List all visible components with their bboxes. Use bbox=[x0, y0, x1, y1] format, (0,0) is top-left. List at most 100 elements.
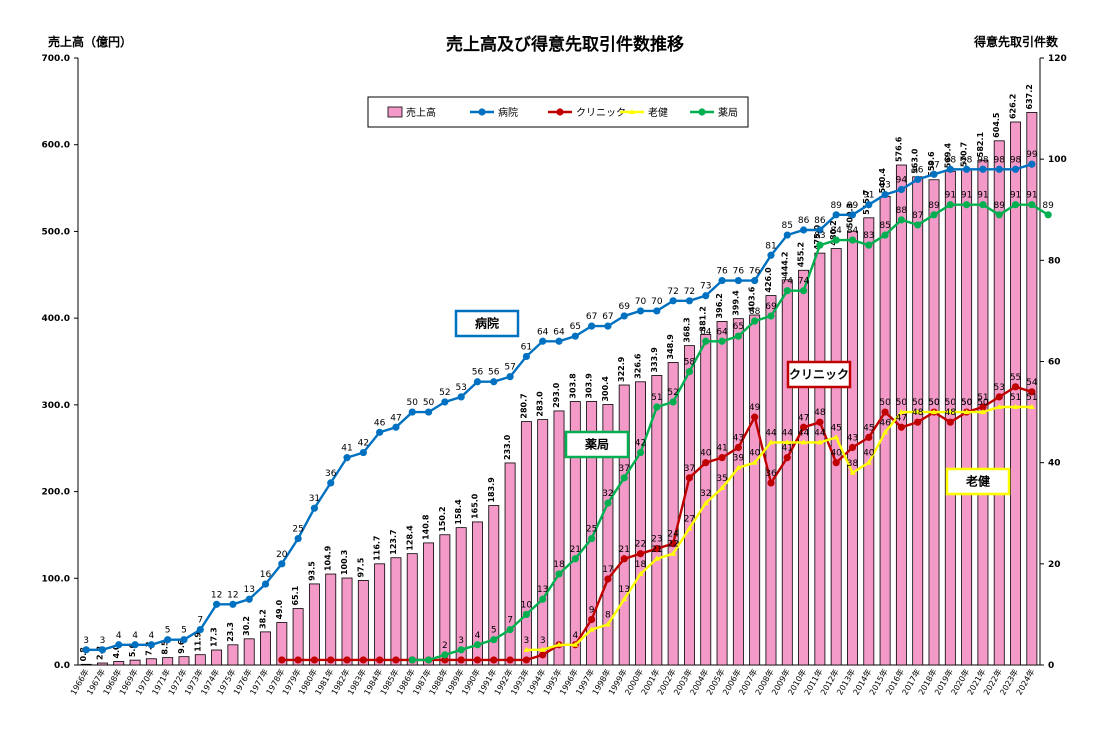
point-label-薬局: 2 bbox=[442, 641, 448, 651]
bar-sales bbox=[390, 557, 402, 666]
marker-薬局 bbox=[848, 236, 857, 244]
point-label-薬局: 32 bbox=[602, 489, 613, 499]
point-label-老健: 18 bbox=[635, 560, 647, 570]
point-label-薬局: 89 bbox=[994, 201, 1006, 211]
bar-sales bbox=[292, 608, 304, 666]
point-label-老健: 44 bbox=[782, 428, 794, 438]
legend-marker bbox=[556, 108, 564, 116]
bar-sales bbox=[749, 314, 761, 666]
point-label-薬局: 74 bbox=[782, 277, 794, 287]
point-label-病院: 85 bbox=[782, 221, 793, 231]
point-label-病院: 7 bbox=[197, 616, 203, 626]
marker-老健 bbox=[767, 439, 774, 445]
marker-薬局 bbox=[457, 646, 465, 654]
marker-老健 bbox=[556, 641, 562, 647]
marker-クリニック bbox=[946, 418, 954, 426]
bar-sales bbox=[211, 649, 223, 666]
point-label-病院: 94 bbox=[896, 176, 908, 186]
marker-クリニック bbox=[783, 454, 791, 462]
marker-病院 bbox=[539, 337, 547, 345]
marker-病院 bbox=[636, 307, 645, 315]
marker-老健 bbox=[849, 469, 856, 475]
bar-value-label: 11.9 bbox=[193, 632, 202, 652]
marker-老健 bbox=[979, 409, 986, 415]
point-label-老健: 50 bbox=[977, 398, 989, 408]
marker-クリニック bbox=[1011, 383, 1020, 391]
chart-title: 売上高及び得意先取引件数推移 bbox=[446, 34, 684, 55]
point-label-薬局: 91 bbox=[961, 191, 972, 201]
marker-クリニック bbox=[979, 403, 987, 411]
callout-box bbox=[945, 467, 1011, 496]
marker-老健 bbox=[1028, 404, 1035, 410]
marker-病院 bbox=[376, 428, 384, 436]
point-label-薬局: 74 bbox=[798, 277, 810, 287]
marker-薬局 bbox=[897, 216, 906, 224]
marker-病院 bbox=[799, 226, 808, 234]
marker-老健 bbox=[572, 641, 579, 647]
marker-クリニック bbox=[734, 443, 742, 452]
bar-sales bbox=[798, 269, 810, 666]
marker-薬局 bbox=[490, 636, 498, 644]
bar-value-label: 293.0 bbox=[552, 382, 561, 408]
right-tick-label: 0 bbox=[1048, 661, 1054, 671]
point-label-病院: 81 bbox=[765, 241, 776, 251]
bar-value-label: 8.5 bbox=[161, 640, 170, 655]
marker-老健 bbox=[621, 596, 628, 602]
point-label-薬局: 69 bbox=[765, 302, 777, 312]
marker-クリニック bbox=[751, 413, 759, 421]
marker-老健 bbox=[523, 646, 530, 652]
point-label-病院: 3 bbox=[83, 636, 89, 646]
marker-薬局 bbox=[685, 368, 694, 376]
bar-sales bbox=[651, 375, 663, 666]
marker-病院 bbox=[473, 378, 482, 386]
point-label-病院: 20 bbox=[276, 550, 288, 560]
bar-sales bbox=[993, 140, 1005, 666]
bar-value-label: 444.2 bbox=[780, 252, 789, 277]
marker-老健 bbox=[996, 404, 1003, 410]
marker-老健 bbox=[735, 464, 742, 470]
point-label-病院: 64 bbox=[537, 327, 549, 337]
marker-クリニック bbox=[816, 418, 824, 426]
bar-value-label: 399.4 bbox=[731, 290, 740, 316]
marker-薬局 bbox=[816, 241, 824, 249]
point-label-老健: 40 bbox=[863, 449, 875, 459]
point-label-老健: 50 bbox=[961, 398, 973, 408]
marker-病院 bbox=[408, 408, 416, 416]
bar-sales bbox=[406, 553, 418, 666]
point-label-病院: 12 bbox=[211, 590, 222, 600]
point-label-病院: 97 bbox=[928, 160, 939, 170]
bar-value-label: 233.0 bbox=[503, 434, 512, 460]
point-label-クリニック: 37 bbox=[684, 464, 695, 474]
marker-病院 bbox=[555, 337, 563, 345]
point-label-病院: 25 bbox=[292, 525, 303, 535]
point-label-病院: 86 bbox=[814, 216, 826, 226]
point-label-薬局: 7 bbox=[507, 616, 513, 626]
bar-value-label: 49.0 bbox=[275, 599, 284, 619]
bar-value-label: 570.7 bbox=[960, 142, 969, 167]
bar-sales bbox=[178, 656, 190, 666]
bar-sales bbox=[1010, 121, 1021, 666]
point-label-クリニック: 43 bbox=[733, 433, 744, 443]
bar-sales bbox=[113, 661, 125, 666]
point-label-病院: 53 bbox=[455, 383, 466, 393]
point-label-病院: 76 bbox=[716, 267, 728, 277]
bar-value-label: 396.2 bbox=[715, 293, 724, 318]
point-label-クリニック: 43 bbox=[847, 433, 858, 443]
bar-sales bbox=[227, 644, 239, 666]
point-label-老健: 50 bbox=[928, 398, 940, 408]
bar-value-label: 17.3 bbox=[210, 627, 219, 647]
marker-老健 bbox=[963, 409, 970, 415]
marker-薬局 bbox=[620, 474, 628, 482]
bar-sales bbox=[928, 179, 940, 666]
marker-老健 bbox=[1012, 404, 1019, 410]
point-label-薬局: 4 bbox=[475, 631, 481, 641]
marker-病院 bbox=[946, 165, 954, 173]
point-label-クリニック: 21 bbox=[618, 545, 629, 555]
point-label-クリニック: 41 bbox=[782, 444, 793, 454]
bar-value-label: 150.2 bbox=[438, 506, 447, 531]
marker-老健 bbox=[670, 550, 677, 556]
marker-クリニック bbox=[376, 656, 384, 664]
marker-クリニック bbox=[636, 550, 645, 558]
bar-value-label: 475.0 bbox=[813, 224, 822, 250]
marker-クリニック bbox=[914, 418, 922, 426]
